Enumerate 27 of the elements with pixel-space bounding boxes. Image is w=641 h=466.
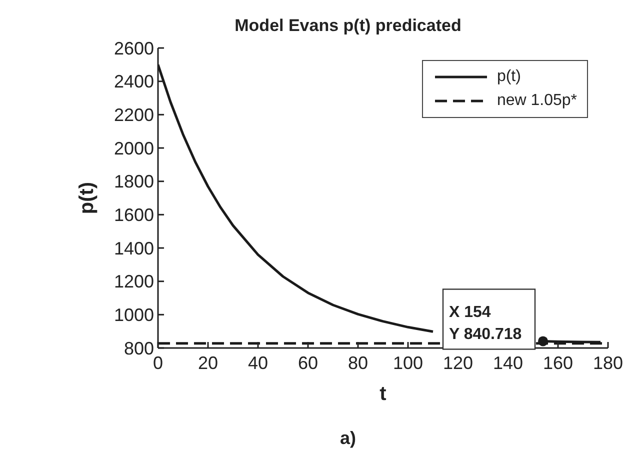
x-tick-label: 100 xyxy=(392,352,424,373)
legend-label: new 1.05p* xyxy=(496,91,577,111)
y-tick-label: 800 xyxy=(124,338,154,358)
text: a) xyxy=(338,428,357,449)
x-tick-label: 20 xyxy=(198,352,218,373)
y-tick-label: 1600 xyxy=(114,205,154,226)
legend-label: p(t) xyxy=(496,67,521,87)
y-tick-label: 1200 xyxy=(114,272,154,292)
x-tick-label: 180 xyxy=(592,352,624,373)
x-tick-label: 40 xyxy=(248,352,268,373)
y-tick-label: 1800 xyxy=(114,172,154,192)
y-tick-label: 2400 xyxy=(114,72,154,92)
y-axis-title: p(t) xyxy=(76,182,98,214)
annotation: X 154 Y 840.718 xyxy=(449,304,522,344)
x-tick-label: 160 xyxy=(542,352,574,373)
y-tick-label: 2200 xyxy=(114,105,154,126)
x-tick-label: 140 xyxy=(492,352,524,373)
y-tick-label: 2600 xyxy=(114,38,154,58)
x-tick-label: 0 xyxy=(152,352,164,373)
y-tick-label: 1000 xyxy=(114,305,154,326)
x-axis-title: t xyxy=(380,383,387,405)
x-tick-label: 120 xyxy=(442,352,474,373)
y-tick-label: 1400 xyxy=(114,238,154,258)
x-tick-label: 60 xyxy=(298,352,318,373)
y-tick-label: 2000 xyxy=(114,138,154,158)
x-tick-label: 80 xyxy=(348,352,368,373)
chart-title: Model Evans p(t) predicated xyxy=(234,16,462,36)
